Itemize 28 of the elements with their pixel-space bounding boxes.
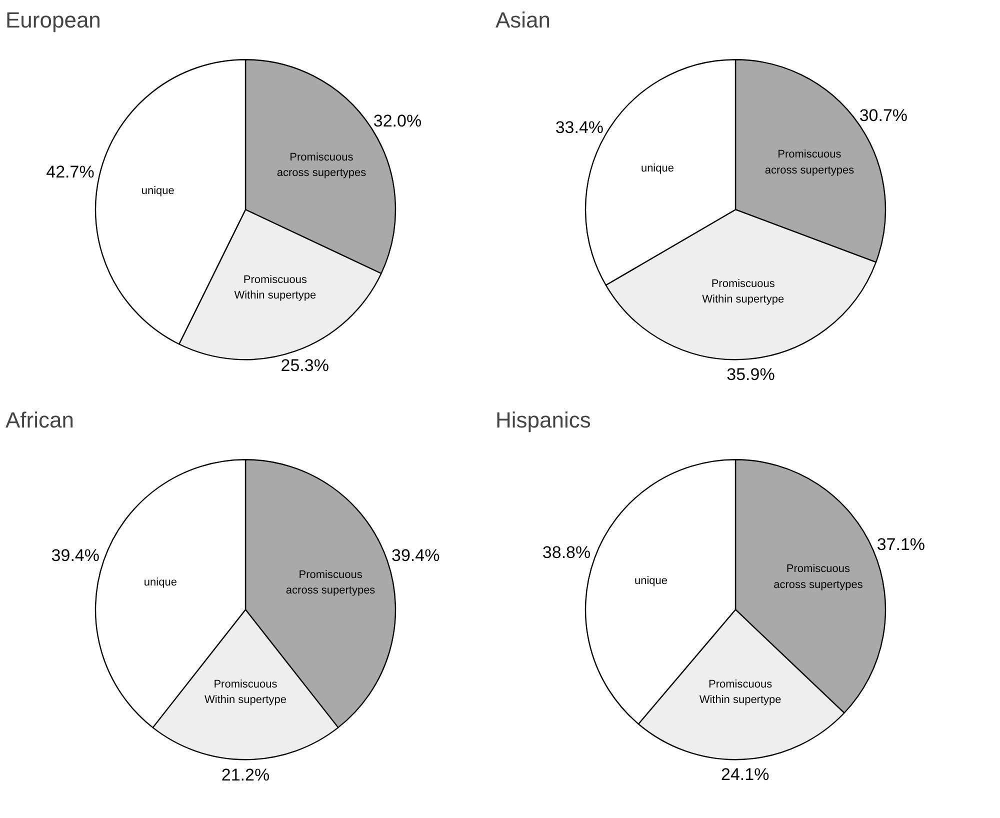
slice-label: Promiscuous across supertypes — [764, 148, 855, 176]
data-label: 35.9% — [726, 364, 775, 384]
slice-label: unique — [634, 575, 668, 588]
slice-label: Promiscuous across supertypes — [276, 152, 367, 180]
data-label: 42.7% — [46, 162, 94, 182]
data-label: 30.7% — [859, 106, 908, 125]
slice-label: Promiscuous Within supertype — [234, 274, 316, 302]
data-label: 21.2% — [221, 765, 270, 784]
data-label: 38.8% — [542, 543, 591, 562]
slice-label: Promiscuous across supertypes — [774, 563, 864, 591]
chart-title: Hispanics — [496, 408, 591, 432]
chart-title: Asian — [496, 8, 551, 32]
slice-label: unique — [141, 184, 174, 197]
slice-label: Promiscuous Within supertype — [699, 678, 782, 706]
data-label: 32.0% — [373, 112, 422, 131]
data-label: 39.4% — [392, 546, 440, 566]
chart-title: African — [6, 408, 74, 432]
data-label: 33.4% — [555, 118, 604, 137]
data-label: 24.1% — [721, 765, 770, 784]
data-label: 37.1% — [876, 534, 926, 554]
slice-label: unique — [640, 162, 674, 174]
chart-title: European — [6, 8, 101, 32]
slice-label: unique — [144, 576, 177, 589]
data-label: 25.3% — [280, 356, 329, 376]
slice-label: Promiscuous Within supertype — [204, 678, 286, 706]
data-label: 39.4% — [51, 546, 100, 566]
slice-label: Promiscuous across supertypes — [286, 568, 376, 596]
slice-label: Promiscuous Within supertype — [702, 278, 784, 306]
